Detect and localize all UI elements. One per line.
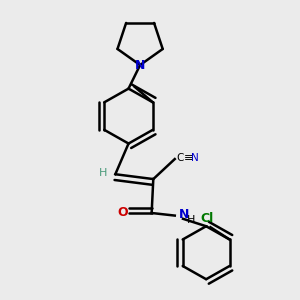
Text: C: C (176, 153, 184, 163)
Text: ≡: ≡ (184, 153, 194, 163)
Text: N: N (191, 153, 199, 163)
Text: H: H (187, 215, 196, 225)
Text: N: N (179, 208, 189, 221)
Text: N: N (135, 58, 145, 71)
Text: H: H (99, 168, 107, 178)
Text: O: O (117, 206, 128, 220)
Text: Cl: Cl (200, 212, 214, 225)
